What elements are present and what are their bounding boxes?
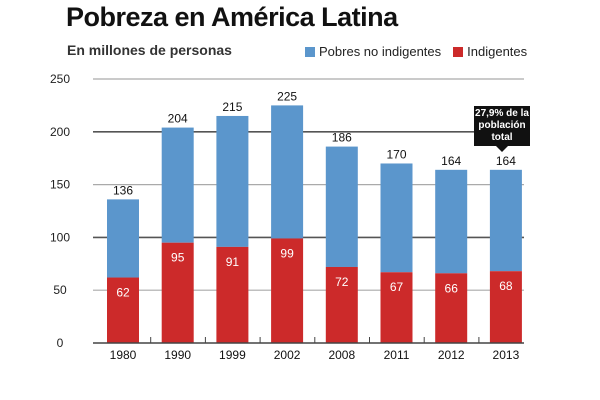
data-label-total: 215 bbox=[222, 100, 242, 114]
legend: Pobres no indigentes Indigentes bbox=[305, 44, 527, 59]
bar-indigentes bbox=[216, 246, 249, 343]
x-tick-label: 2013 bbox=[493, 348, 520, 362]
data-label-indigentes: 66 bbox=[445, 281, 459, 295]
x-tick-label: 2002 bbox=[274, 348, 301, 362]
legend-swatch-indigentes bbox=[453, 46, 464, 57]
annotation-callout: 27,9% de la población total bbox=[474, 106, 530, 152]
x-tick-label: 1999 bbox=[219, 348, 246, 362]
data-label-indigentes: 99 bbox=[280, 246, 294, 260]
y-tick-label: 200 bbox=[50, 125, 70, 139]
bar-pobres-no-indigentes bbox=[271, 105, 304, 239]
bar-pobres-no-indigentes bbox=[216, 115, 249, 247]
annotation-line: 27,9% de la bbox=[475, 108, 529, 119]
data-label-total: 136 bbox=[113, 183, 133, 197]
data-label-indigentes: 91 bbox=[226, 255, 240, 269]
annotation-line: total bbox=[491, 132, 513, 143]
data-label-total: 164 bbox=[441, 154, 461, 168]
bar-pobres-no-indigentes bbox=[325, 146, 358, 267]
data-label-total: 164 bbox=[496, 154, 516, 168]
x-tick-label: 2011 bbox=[384, 348, 410, 362]
legend-label-pobres: Pobres no indigentes bbox=[319, 44, 442, 59]
data-label-indigentes: 68 bbox=[499, 279, 513, 293]
y-tick-label: 0 bbox=[57, 336, 64, 350]
data-label-total: 186 bbox=[332, 131, 352, 145]
data-label-total: 225 bbox=[277, 89, 297, 103]
x-tick-label: 2012 bbox=[438, 348, 465, 362]
chart-title: Pobreza en América Latina bbox=[66, 2, 398, 32]
bar-indigentes bbox=[107, 277, 139, 343]
bar-indigentes bbox=[271, 238, 304, 343]
x-tick-label: 2008 bbox=[328, 348, 355, 362]
x-tick-label: 1980 bbox=[110, 348, 137, 362]
bar-pobres-no-indigentes bbox=[107, 199, 139, 278]
data-label-indigentes: 95 bbox=[171, 251, 185, 265]
bar-indigentes bbox=[435, 273, 468, 343]
bar-pobres-no-indigentes bbox=[489, 169, 522, 272]
data-label-indigentes: 62 bbox=[116, 286, 130, 300]
data-label-total: 170 bbox=[386, 147, 406, 161]
y-tick-label: 50 bbox=[53, 283, 67, 297]
data-label-total: 204 bbox=[168, 112, 188, 126]
data-label-indigentes: 72 bbox=[335, 275, 349, 289]
x-tick-label: 1990 bbox=[164, 348, 191, 362]
bar-indigentes bbox=[161, 242, 194, 343]
legend-swatch-pobres bbox=[305, 46, 315, 57]
bar-indigentes bbox=[489, 271, 522, 343]
data-label-indigentes: 67 bbox=[390, 280, 404, 294]
bar-pobres-no-indigentes bbox=[435, 169, 468, 274]
chart-subtitle: En millones de personas bbox=[67, 42, 232, 58]
y-tick-label: 100 bbox=[50, 230, 70, 244]
bar-pobres-no-indigentes bbox=[380, 163, 413, 273]
legend-label-indigentes: Indigentes bbox=[467, 44, 528, 59]
bar-indigentes bbox=[380, 272, 413, 343]
annotation-line: población bbox=[478, 120, 526, 131]
y-tick-label: 150 bbox=[50, 178, 70, 192]
bar-pobres-no-indigentes bbox=[161, 127, 194, 243]
y-tick-label: 250 bbox=[50, 72, 70, 86]
bar-indigentes bbox=[325, 266, 358, 343]
